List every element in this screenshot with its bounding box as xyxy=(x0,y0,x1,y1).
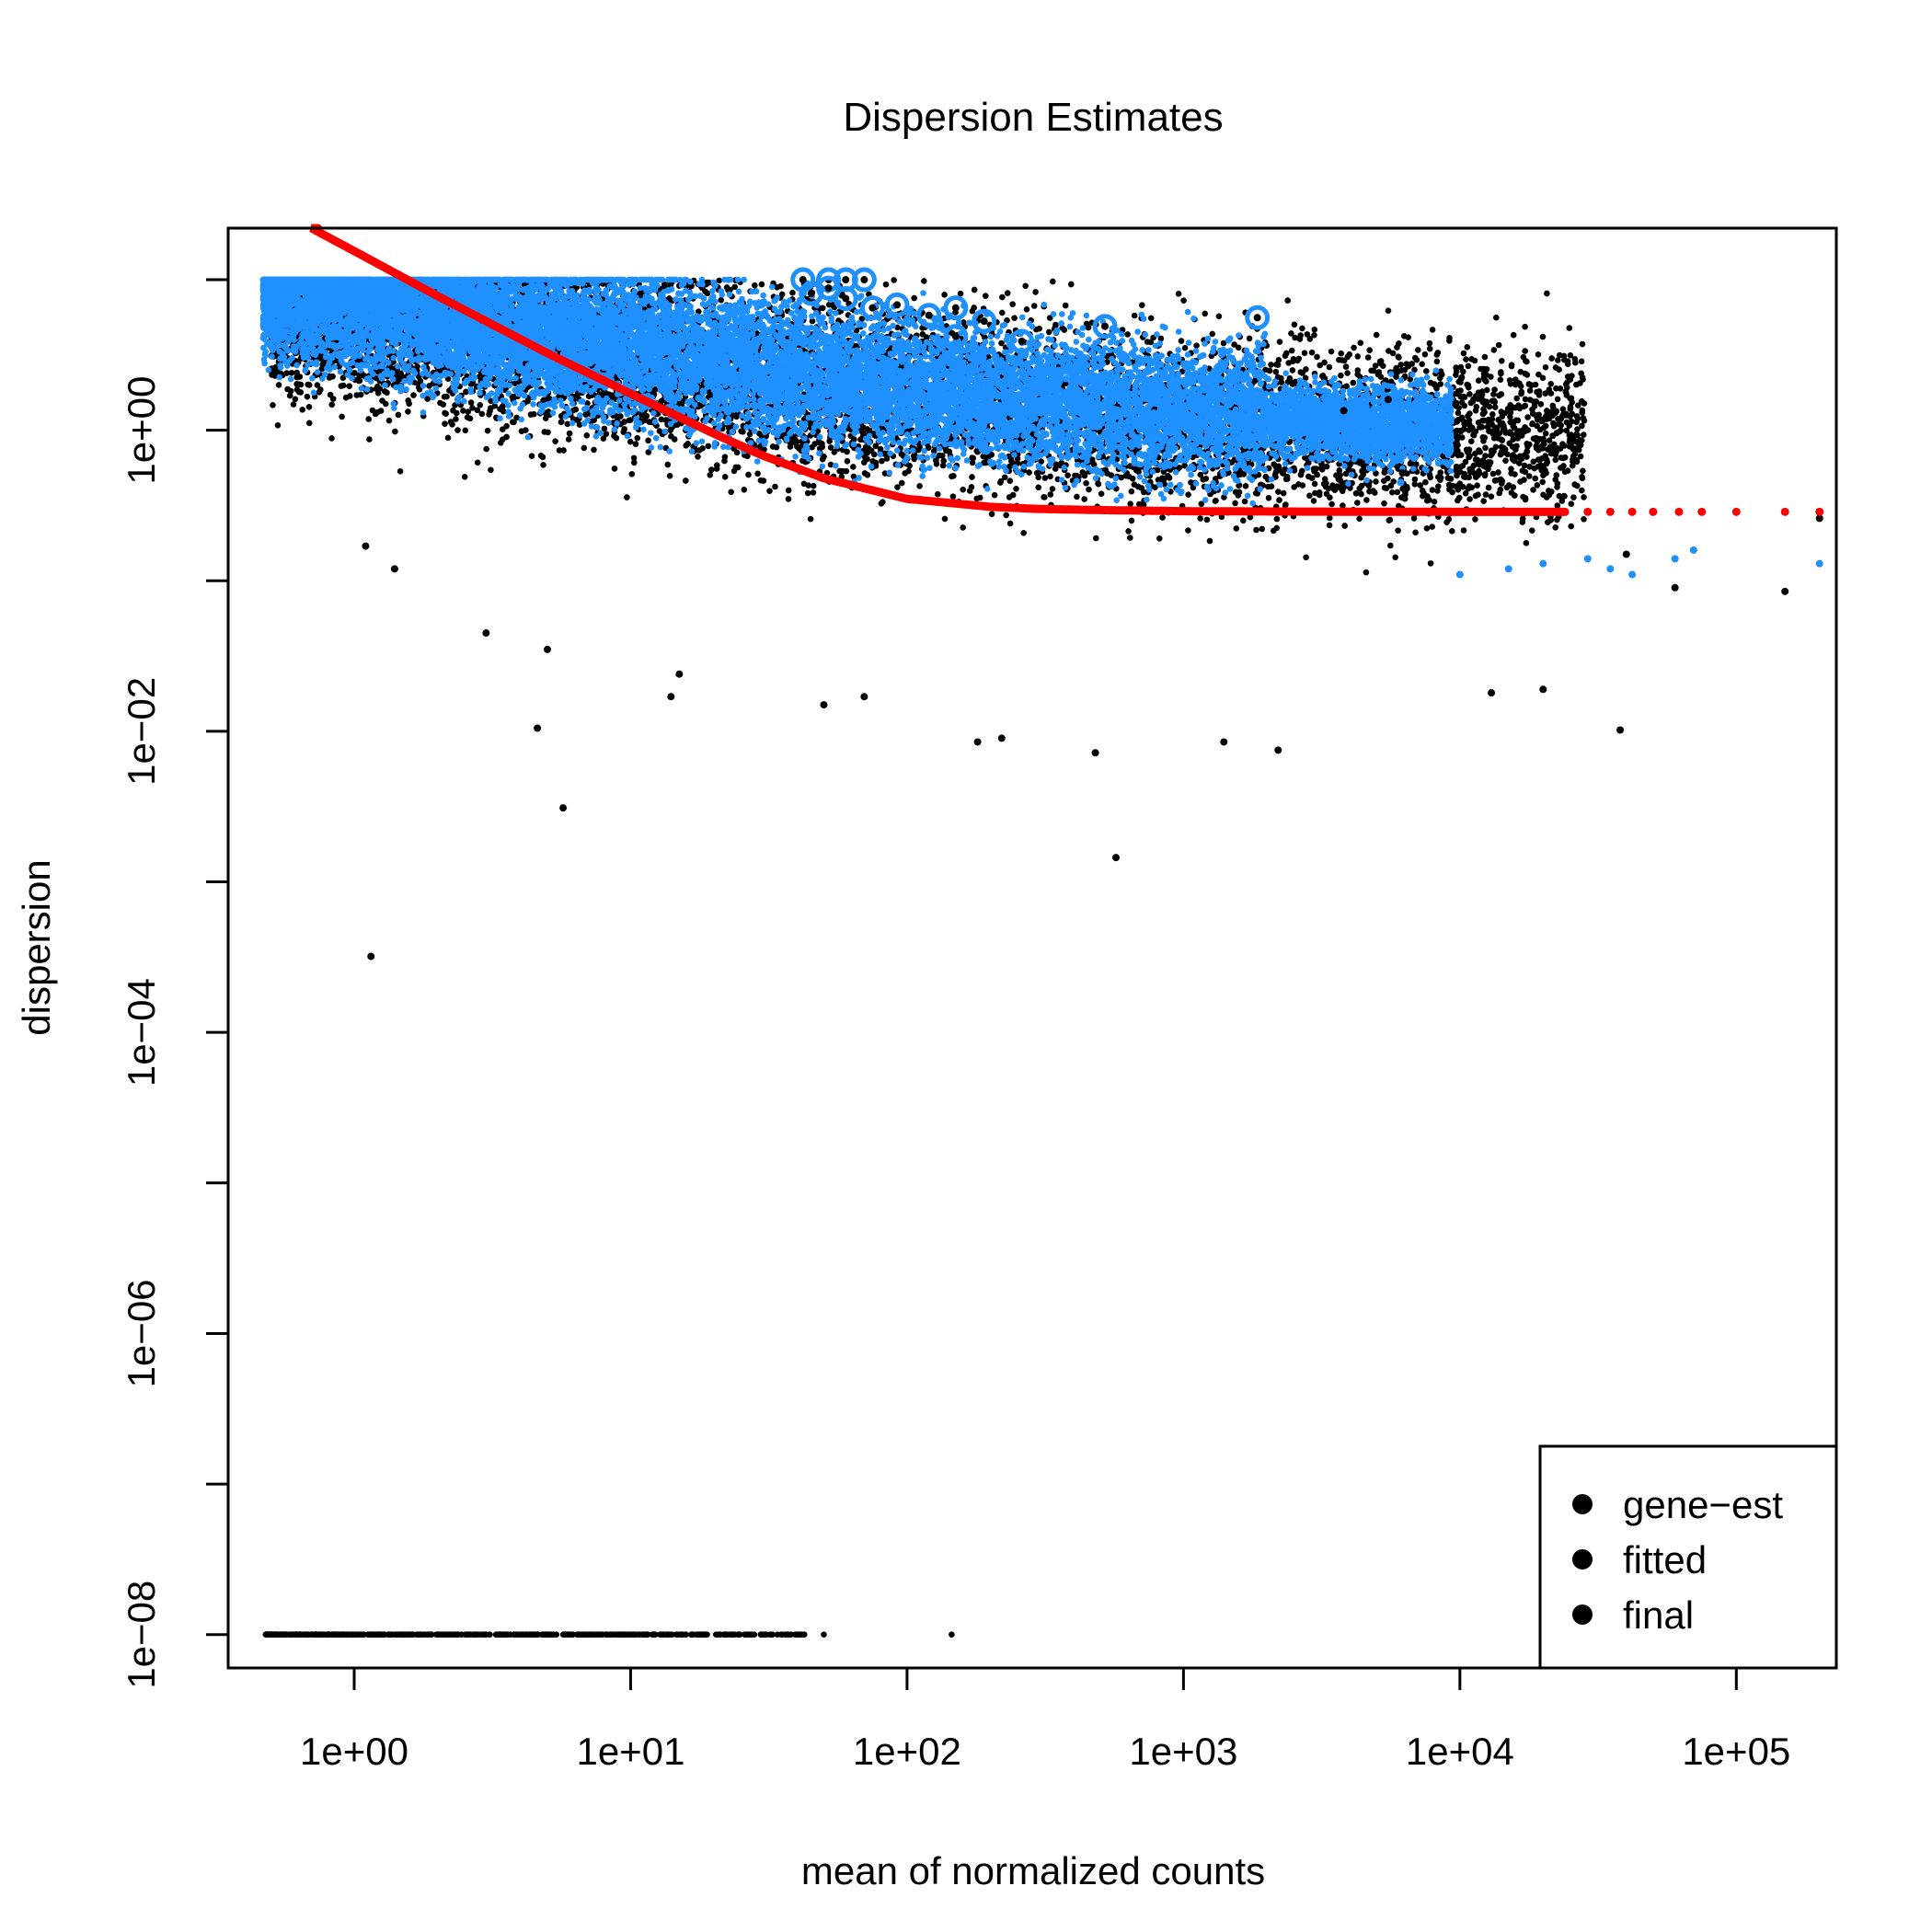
outlier-point-7 xyxy=(859,295,885,321)
legend: gene−est fitted final xyxy=(1538,1444,1838,1670)
final-point-10 xyxy=(1539,559,1547,568)
gene-est-point-5 xyxy=(390,565,398,573)
gene-est-point-16 xyxy=(1274,746,1282,754)
gene-est-point-25 xyxy=(1622,550,1630,558)
final-point-8 xyxy=(1815,559,1823,568)
outlier-point-10 xyxy=(943,295,969,321)
y-axis: 1e−08 1e−06 1e−04 1e−02 1e+00 xyxy=(120,278,228,1689)
outlier-point-13 xyxy=(1009,328,1035,354)
plot-frame xyxy=(226,226,1838,1670)
fitted-point-4 xyxy=(1674,507,1684,516)
gene-est-point-20 xyxy=(1384,396,1392,404)
gene-est-point-8 xyxy=(667,693,675,701)
gene-est-point-9 xyxy=(675,670,684,678)
data-points xyxy=(362,267,1823,960)
final-point-5 xyxy=(1628,570,1637,579)
x-tick-label-4: 1e+04 xyxy=(1406,1730,1514,1773)
outlier-point-14 xyxy=(1092,314,1118,339)
outlier-point-6 xyxy=(833,285,858,311)
gene-est-point-17 xyxy=(1488,689,1496,697)
gene-est-point-11 xyxy=(860,693,868,701)
fitted-point-6 xyxy=(1731,507,1741,516)
legend-label-final: final xyxy=(1623,1593,1694,1637)
y-tick-label-4: 1e−04 xyxy=(120,978,163,1087)
x-axis-label: mean of normalized counts xyxy=(801,1849,1265,1892)
fitted-point-7 xyxy=(1780,507,1789,516)
gene-est-point-14 xyxy=(1091,749,1099,757)
fitted-point-5 xyxy=(1697,507,1707,516)
legend-label-gene-est: gene−est xyxy=(1623,1483,1783,1526)
final-point-2 xyxy=(1397,478,1405,487)
final-point-4 xyxy=(1606,565,1615,573)
gene-est-point-26 xyxy=(1671,583,1679,592)
gene-est-zero-points xyxy=(262,1631,955,1639)
gene-est-point-4 xyxy=(362,542,370,550)
y-tick-label-2: 1e−06 xyxy=(120,1279,163,1387)
y-tick-label-6: 1e−02 xyxy=(120,677,163,786)
gene-est-point-6 xyxy=(482,629,490,638)
y-axis-label: dispersion xyxy=(15,859,58,1035)
gene-est-point-12 xyxy=(973,738,982,746)
fitted-curve xyxy=(309,224,1570,516)
x-tick-label-1: 1e+01 xyxy=(576,1730,684,1773)
fitted-point-2 xyxy=(1627,507,1637,516)
legend-marker-gene-est xyxy=(1572,1494,1593,1514)
final-point-11 xyxy=(1455,570,1464,579)
gene-est-point-24 xyxy=(1781,587,1789,595)
outlier-point-9 xyxy=(916,303,942,328)
gene-est-point-3 xyxy=(1112,854,1121,862)
gene-est-point-2 xyxy=(534,724,542,732)
gene-est-point-19 xyxy=(1616,726,1625,734)
fitted-point-3 xyxy=(1649,507,1658,516)
outlier-point-3 xyxy=(851,267,877,293)
x-tick-label-3: 1e+03 xyxy=(1129,1730,1237,1773)
outlier-point-5 xyxy=(816,275,842,301)
legend-label-fitted: fitted xyxy=(1623,1538,1707,1581)
outlier-point-11 xyxy=(943,324,969,350)
outlier-point-15 xyxy=(1245,305,1271,330)
final-point-1 xyxy=(1342,445,1351,454)
legend-marker-final xyxy=(1572,1604,1593,1625)
gene-est-point-7 xyxy=(544,645,552,653)
final-point-3 xyxy=(1583,555,1592,563)
fitted-point-8 xyxy=(1815,507,1824,516)
gene-est-point-0 xyxy=(367,952,375,960)
final-cloud xyxy=(259,276,1455,516)
gene-est-point-15 xyxy=(1220,738,1228,746)
outlier-point-8 xyxy=(884,292,910,317)
gene-est-point-23 xyxy=(1815,514,1823,523)
fitted-point-0 xyxy=(1583,507,1593,516)
x-tick-label-5: 1e+05 xyxy=(1682,1730,1790,1773)
fitted-point-1 xyxy=(1605,507,1615,516)
outlier-point-12 xyxy=(972,308,997,334)
legend-marker-fitted xyxy=(1572,1549,1593,1570)
final-point-0 xyxy=(1386,423,1395,431)
gene-est-point-1 xyxy=(559,804,568,812)
x-tick-label-2: 1e+02 xyxy=(853,1730,961,1773)
x-tick-label-0: 1e+00 xyxy=(300,1730,408,1773)
x-axis: 1e+00 1e+01 1e+02 1e+03 1e+04 1e+05 xyxy=(300,1668,1790,1773)
gene-est-point-18 xyxy=(1539,685,1547,694)
final-point-9 xyxy=(1504,565,1512,573)
gene-est-point-13 xyxy=(997,734,1006,742)
fitted-curve-layer xyxy=(309,224,1824,516)
chart-title: Dispersion Estimates xyxy=(843,95,1223,140)
gene-est-point-10 xyxy=(820,701,828,709)
y-tick-label-0: 1e−08 xyxy=(120,1581,163,1689)
final-point-7 xyxy=(1689,546,1697,554)
point-clouds xyxy=(259,276,1588,1639)
y-tick-label-8: 1e+00 xyxy=(120,376,163,485)
gene-est-point-21 xyxy=(1340,407,1348,415)
final-point-6 xyxy=(1671,555,1679,563)
gene-est-point-22 xyxy=(1398,469,1407,477)
